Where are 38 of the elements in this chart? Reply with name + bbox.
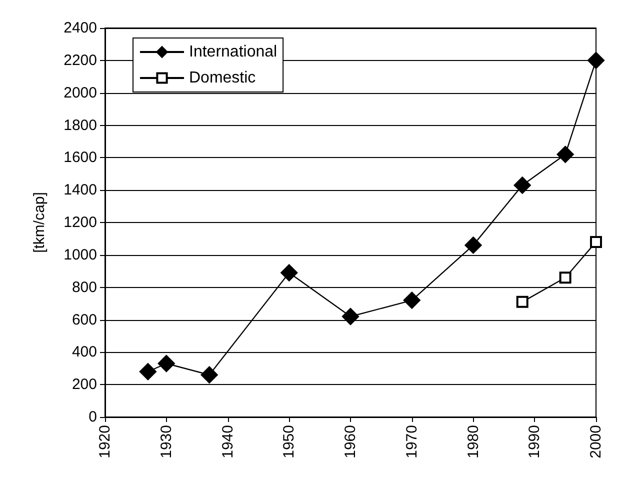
x-tick-label: 1920 [96,425,114,458]
y-tick-label: 1400 [64,182,97,199]
y-tick-label: 0 [88,408,97,426]
y-tick-label: 800 [72,278,97,296]
y-tick-label: 600 [72,311,97,328]
x-tick-label: 2000 [588,425,604,458]
y-tick-label: 400 [72,344,97,361]
y-tick-label: 1600 [64,149,97,166]
point [403,292,420,309]
point [516,296,528,308]
y-tick-label: 1200 [64,214,97,231]
legend-label: Domestic [189,70,256,86]
point [200,366,218,384]
y-tick-label: 200 [72,376,97,394]
point [280,264,298,282]
legend-label: International [189,44,278,60]
y-tick-label: 2000 [64,84,97,102]
point [587,52,605,70]
y-tick-label: 1800 [64,116,97,134]
point [514,176,531,194]
x-tick-label: 1970 [403,425,420,458]
x-tick-label: 1930 [158,425,175,458]
x-tick-label: 1940 [219,425,236,458]
point [559,272,572,284]
x-tick-label: 1960 [342,425,359,458]
x-tick-label: 1950 [280,425,298,458]
point [158,354,175,372]
point [556,146,574,164]
y-tick-label: 2400 [64,20,97,36]
y-tick-label: 2200 [64,52,97,69]
point [342,308,360,326]
point [464,236,482,254]
x-tick-label: 1990 [526,425,544,458]
point [139,363,157,380]
x-tick-label: 1980 [464,425,482,458]
y-axis-title: [tkm/cap] [31,192,48,253]
y-tick-label: 1000 [64,246,97,264]
point [590,236,602,248]
